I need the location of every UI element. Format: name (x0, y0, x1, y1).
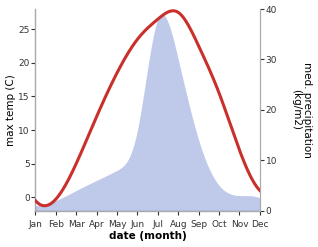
Y-axis label: max temp (C): max temp (C) (5, 74, 16, 146)
X-axis label: date (month): date (month) (109, 231, 187, 242)
Y-axis label: med. precipitation
(kg/m2): med. precipitation (kg/m2) (291, 62, 313, 158)
